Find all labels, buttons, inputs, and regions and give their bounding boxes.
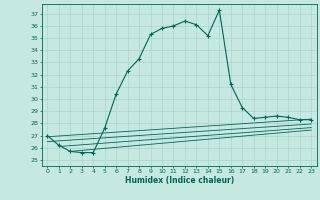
X-axis label: Humidex (Indice chaleur): Humidex (Indice chaleur) [124,176,234,185]
